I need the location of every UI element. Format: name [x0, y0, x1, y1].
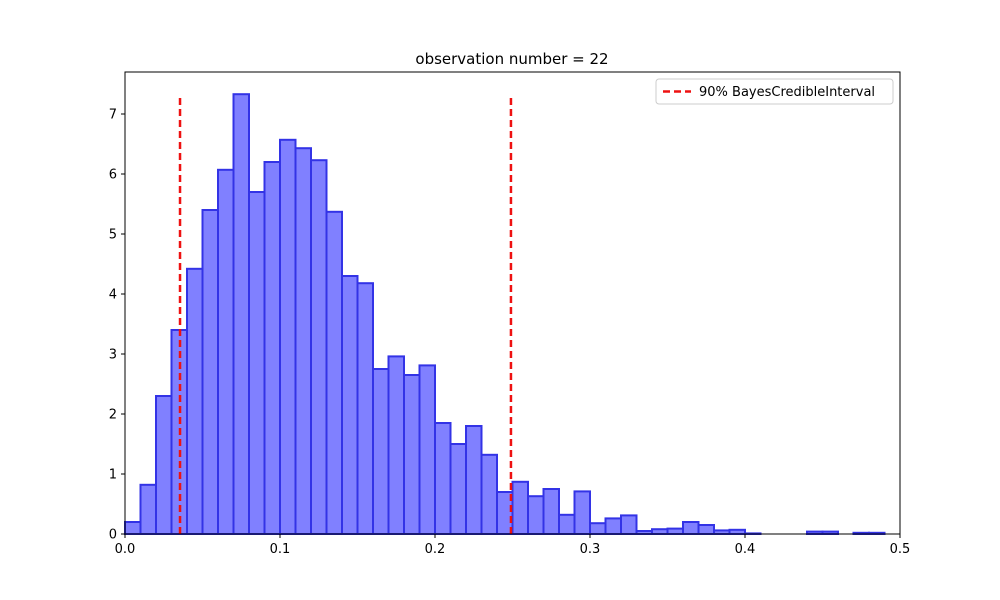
histogram-bar	[713, 529, 731, 536]
histogram-bar	[372, 368, 390, 535]
x-axis-ticks: 0.0 0.1 0.2 0.3 0.4 0.5	[115, 534, 911, 557]
histogram-bar	[139, 483, 157, 535]
legend: 90% BayesCredibleInterval	[655, 78, 894, 105]
x-tick-label: 0.5	[890, 542, 911, 557]
y-tick-label: 6	[109, 168, 117, 183]
histogram-bar	[310, 159, 328, 535]
histogram-bar	[697, 524, 715, 535]
histogram-bar	[341, 275, 359, 535]
histogram-bar	[434, 422, 452, 535]
histogram-bar	[294, 147, 312, 535]
histogram-bar	[542, 488, 560, 535]
histogram-bar	[465, 425, 483, 535]
legend-label: 90% BayesCredibleInterval	[699, 85, 875, 100]
histogram-bar	[263, 161, 281, 535]
histogram-bar	[620, 514, 638, 536]
histogram-bar	[666, 527, 684, 535]
plot-area-frame	[124, 71, 901, 535]
histogram-bar	[387, 355, 405, 535]
x-tick-label: 0.2	[425, 542, 446, 557]
y-tick-label: 5	[109, 228, 117, 243]
histogram-bar	[527, 495, 545, 536]
y-tick-label: 1	[109, 468, 117, 483]
histogram-bar	[682, 521, 700, 535]
y-tick-label: 7	[109, 108, 117, 123]
x-tick-label: 0.4	[735, 542, 756, 557]
histogram-bar	[217, 168, 235, 536]
y-tick-label: 0	[109, 528, 117, 543]
y-tick-label: 3	[109, 348, 117, 363]
histogram-bar	[511, 480, 529, 535]
histogram-bar	[155, 395, 173, 535]
histogram-bar	[418, 364, 436, 535]
histogram-bar	[124, 521, 142, 535]
x-tick-label: 0.1	[270, 542, 291, 557]
y-tick-label: 4	[109, 288, 117, 303]
chart-title: observation number = 22	[415, 50, 608, 68]
histogram-bar	[604, 517, 622, 536]
histogram-bar	[449, 443, 467, 535]
histogram-bar	[279, 138, 297, 536]
histogram-bar	[248, 191, 266, 535]
x-tick-label: 0.3	[580, 542, 601, 557]
histogram-bar	[325, 210, 343, 536]
histogram-bar	[558, 513, 576, 535]
histogram-bar	[232, 93, 250, 535]
histogram-bar	[651, 528, 669, 536]
credible-interval-lines	[178, 96, 513, 534]
histogram-bar	[480, 453, 498, 535]
histogram-bar	[728, 528, 746, 535]
histogram-bar	[201, 209, 219, 535]
y-tick-label: 2	[109, 408, 117, 423]
x-tick-label: 0.0	[115, 542, 136, 557]
legend-box	[655, 78, 894, 105]
y-axis-ticks: 0 1 2 3 4 5 6 7	[109, 108, 125, 543]
histogram-bar	[186, 267, 204, 535]
histogram-bar	[403, 374, 421, 535]
histogram-bar	[356, 282, 374, 536]
histogram-bar	[573, 490, 591, 535]
histogram-bar	[589, 522, 607, 536]
